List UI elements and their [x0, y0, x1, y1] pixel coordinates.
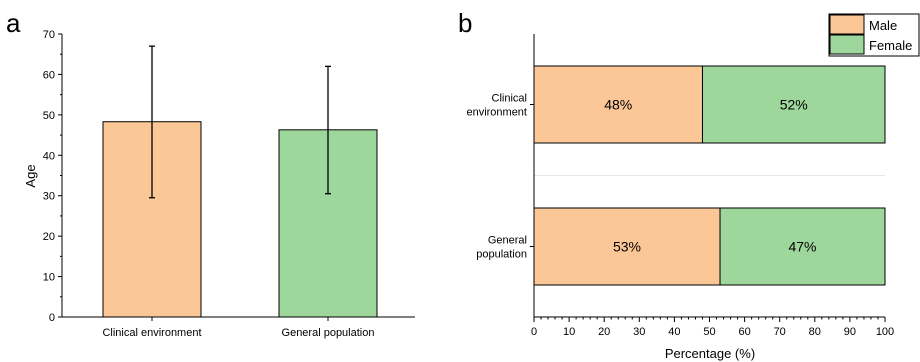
gender-bar-female-1 — [719, 207, 886, 286]
gender-category-line2: population — [476, 249, 527, 261]
age-y-ticks: 0 10 20 30 40 50 60 70 — [43, 29, 62, 324]
age-y-tick-label: 0 — [49, 312, 55, 324]
gender-bar-value-label: 52% — [780, 97, 808, 113]
age-y-tick-label: 70 — [43, 29, 55, 41]
gender-legend: Male Female — [828, 13, 920, 57]
age-x-categories: Clinical environment General population — [102, 317, 374, 339]
legend-label-female: Female — [869, 38, 912, 53]
gender-x-ticks: 0 10 20 30 40 50 60 70 80 90 100 — [531, 317, 894, 338]
legend-swatch-female — [829, 34, 865, 55]
age-y-tick-label: 30 — [43, 191, 55, 203]
gender-bar-value-label: 47% — [788, 239, 816, 255]
age-y-tick-label: 50 — [43, 110, 55, 122]
gender-x-tick-label: 90 — [844, 326, 856, 338]
age-y-axis-label: Age — [23, 164, 38, 187]
legend-swatch-male — [829, 14, 865, 35]
panel-a-age-chart: a 0 10 20 30 40 50 60 70 Clinical environment Ge… — [6, 8, 415, 339]
gender-category-line1: Clinical — [492, 93, 527, 105]
age-bars — [102, 121, 378, 318]
gender-x-tick-label: 60 — [738, 326, 750, 338]
gender-x-tick-label: 40 — [668, 326, 680, 338]
gender-x-tick-label: 80 — [809, 326, 821, 338]
gender-bar-value-label: 48% — [604, 97, 632, 113]
gender-x-tick-label: 0 — [531, 326, 537, 338]
gender-x-tick-label: 70 — [774, 326, 786, 338]
gender-category-labels: Clinical environment General population — [466, 93, 534, 261]
gender-x-axis-label: Percentage (%) — [665, 346, 755, 361]
age-y-tick-label: 60 — [43, 69, 55, 81]
gender-x-tick-label: 50 — [703, 326, 715, 338]
panel-b-gender-chart: b 48% 52% 53% 47% Clinical environment Genera… — [458, 8, 920, 361]
gender-category-line2: environment — [466, 107, 527, 119]
age-y-tick-label: 20 — [43, 231, 55, 243]
gender-bar-value-label: 53% — [613, 239, 641, 255]
gender-x-tick-label: 30 — [633, 326, 645, 338]
gender-x-tick-label: 20 — [598, 326, 610, 338]
panel-b-label: b — [458, 8, 472, 38]
age-y-tick-label: 40 — [43, 150, 55, 162]
age-error-bars — [149, 45, 331, 199]
gender-bar-female-0 — [701, 65, 886, 144]
gender-x-tick-label: 100 — [876, 326, 894, 338]
age-y-tick-label: 10 — [43, 272, 55, 284]
age-x-category-label: General population — [282, 327, 375, 339]
gender-bars: 48% 52% 53% 47% — [533, 65, 886, 286]
legend-label-male: Male — [869, 18, 897, 33]
gender-x-tick-label: 10 — [563, 326, 575, 338]
gender-category-line1: General — [488, 235, 527, 247]
age-x-category-label: Clinical environment — [102, 327, 201, 339]
panel-a-label: a — [6, 8, 21, 38]
